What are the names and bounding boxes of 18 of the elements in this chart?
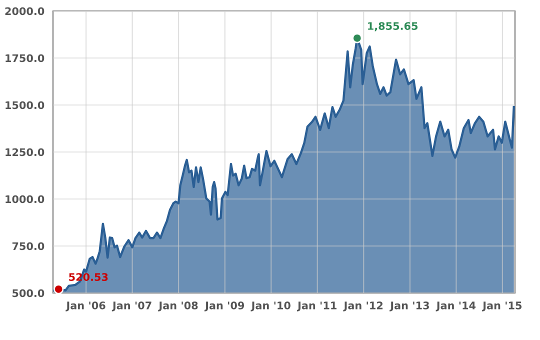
x-tick-label: Jan '15 [482,302,522,312]
y-tick-label: 1000.0 [6,195,44,204]
x-tick-label: Jan '08 [158,302,198,312]
x-tick-label: Jan '10 [250,302,290,312]
y-tick-label: 1250.0 [6,148,44,156]
y-tick-label: 1750.0 [6,54,44,62]
x-tick-label: Jan '09 [204,302,244,312]
x-tick-label: Jan '14 [436,302,476,312]
x-tick-label: Jan '06 [66,302,106,312]
x-tick-label: Jan '13 [390,302,429,312]
y-tick-label: 2000.0 [5,7,44,16]
x-tick-label: Jan '07 [112,302,152,312]
annotation: 1,855.65 [368,22,418,32]
y-tick-label: 750.0 [12,242,44,250]
x-tick-label: Jan '11 [296,302,336,312]
y-tick-label: 1500.0 [6,101,44,110]
x-tick-label: Jan '12 [343,302,383,312]
y-tick-label: 500.0 [12,289,44,298]
